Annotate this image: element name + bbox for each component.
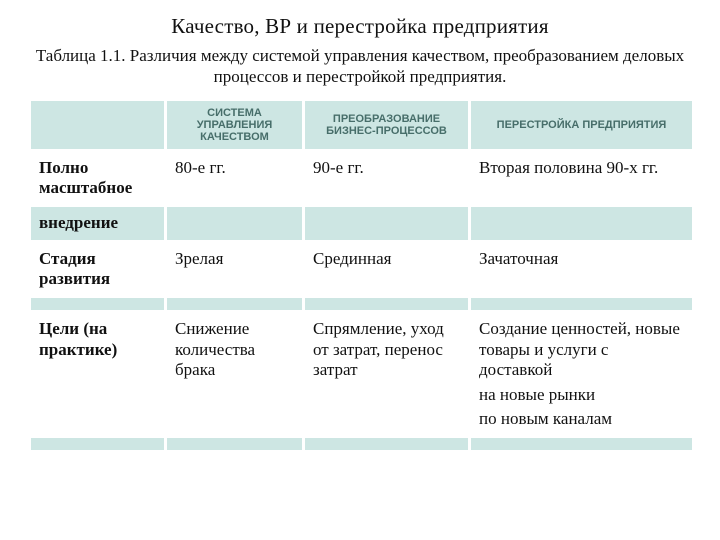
table-cell — [166, 206, 304, 241]
table-cell: Срединная — [304, 241, 470, 297]
slide-page: Качество, ВР и перестройка предприятия Т… — [0, 0, 720, 540]
row-label: Стадия развития — [30, 241, 166, 297]
row-label: Полно масштабное — [30, 150, 166, 206]
table-row: Стадия развития Зрелая Срединная Зачаточ… — [30, 241, 694, 297]
table-row: Цели (на практике) Снижение количества б… — [30, 312, 694, 437]
table-cell — [304, 206, 470, 241]
table-cell: Зрелая — [166, 241, 304, 297]
header-cell-blank — [30, 99, 166, 150]
table-cell — [166, 297, 304, 312]
table-cell — [470, 297, 694, 312]
table-cell: 90-е гг. — [304, 150, 470, 206]
table-cell: Создание ценностей, новые товары и услуг… — [470, 312, 694, 437]
table-row: Полно масштабное 80-е гг. 90-е гг. Втора… — [30, 150, 694, 206]
table-cell — [304, 297, 470, 312]
row-label: Цели (на практике) — [30, 312, 166, 437]
page-subtitle: Таблица 1.1. Различия между системой упр… — [28, 45, 692, 88]
table-cell — [166, 437, 304, 452]
table-row — [30, 297, 694, 312]
table-cell — [470, 437, 694, 452]
table-row: внедрение — [30, 206, 694, 241]
table-cell: Спрямление, уход от затрат, перенос затр… — [304, 312, 470, 437]
table-cell: Вторая половина 90-х гг. — [470, 150, 694, 206]
table-row — [30, 437, 694, 452]
table-cell: Зачаточная — [470, 241, 694, 297]
table-header-row: СИСТЕМА УПРАВЛЕНИЯ КАЧЕСТВОМ ПРЕОБРАЗОВА… — [30, 99, 694, 150]
table-cell — [304, 437, 470, 452]
header-cell-reengineering: ПЕРЕСТРОЙКА ПРЕДПРИЯТИЯ — [470, 99, 694, 150]
comparison-table: СИСТЕМА УПРАВЛЕНИЯ КАЧЕСТВОМ ПРЕОБРАЗОВА… — [28, 98, 695, 454]
table-cell — [470, 206, 694, 241]
header-cell-bpr: ПРЕОБРАЗОВАНИЕ БИЗНЕС-ПРОЦЕССОВ — [304, 99, 470, 150]
header-cell-quality: СИСТЕМА УПРАВЛЕНИЯ КАЧЕСТВОМ — [166, 99, 304, 150]
table-cell: 80-е гг. — [166, 150, 304, 206]
row-label — [30, 437, 166, 452]
row-label — [30, 297, 166, 312]
table-cell: Снижение количества брака — [166, 312, 304, 437]
page-title: Качество, ВР и перестройка предприятия — [28, 14, 692, 39]
row-label: внедрение — [30, 206, 166, 241]
